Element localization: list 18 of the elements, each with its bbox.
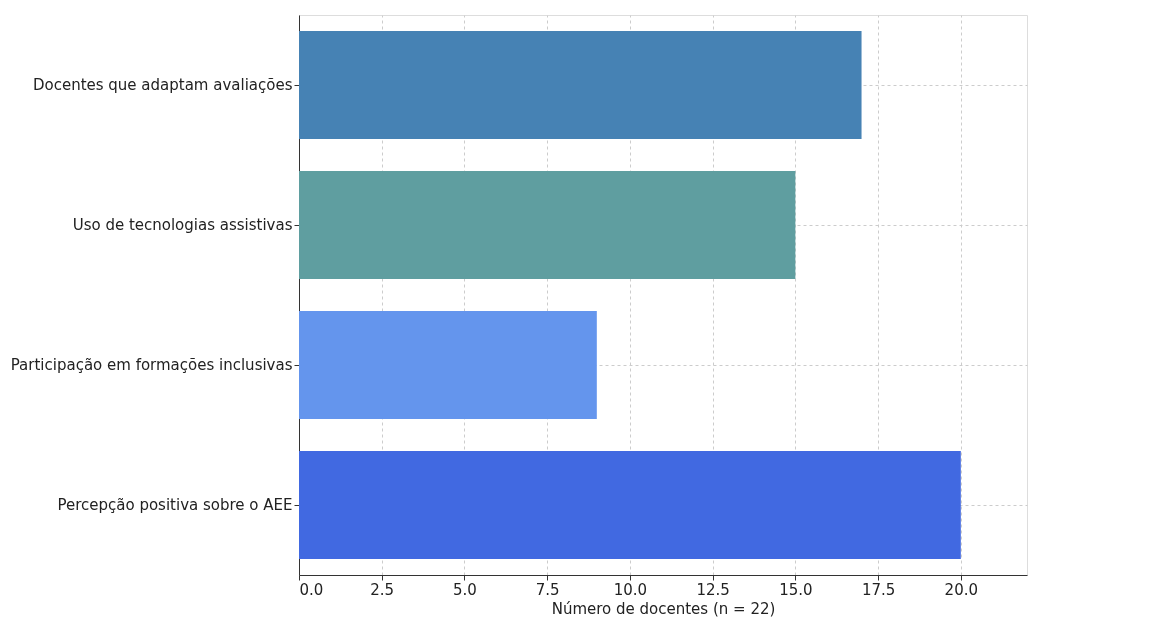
x-tick-label: 7.5 (535, 580, 560, 599)
bar (299, 171, 796, 279)
x-tick-label: 12.5 (696, 580, 730, 599)
x-tick-label: 0.0 (299, 580, 324, 599)
y-tick-label: Participação em formações inclusivas (10, 356, 293, 374)
y-tick-label: Percepção positiva sobre o AEE (57, 496, 293, 514)
x-axis-title: Número de docentes (n = 22) (551, 599, 776, 618)
x-tick-label: 10.0 (613, 580, 648, 599)
x-tick-label: 15.0 (779, 580, 813, 599)
x-tick-label: 2.5 (370, 580, 395, 599)
x-tick-label: 17.5 (861, 580, 896, 599)
x-tick-label: 5.0 (453, 580, 477, 599)
y-tick-label: Uso de tecnologias assistivas (72, 216, 293, 234)
bar (299, 31, 862, 139)
bar (299, 311, 597, 419)
y-tick-label: Docentes que adaptam avaliações (32, 76, 293, 94)
bar (299, 451, 961, 559)
x-tick-label: 20.0 (944, 580, 979, 599)
